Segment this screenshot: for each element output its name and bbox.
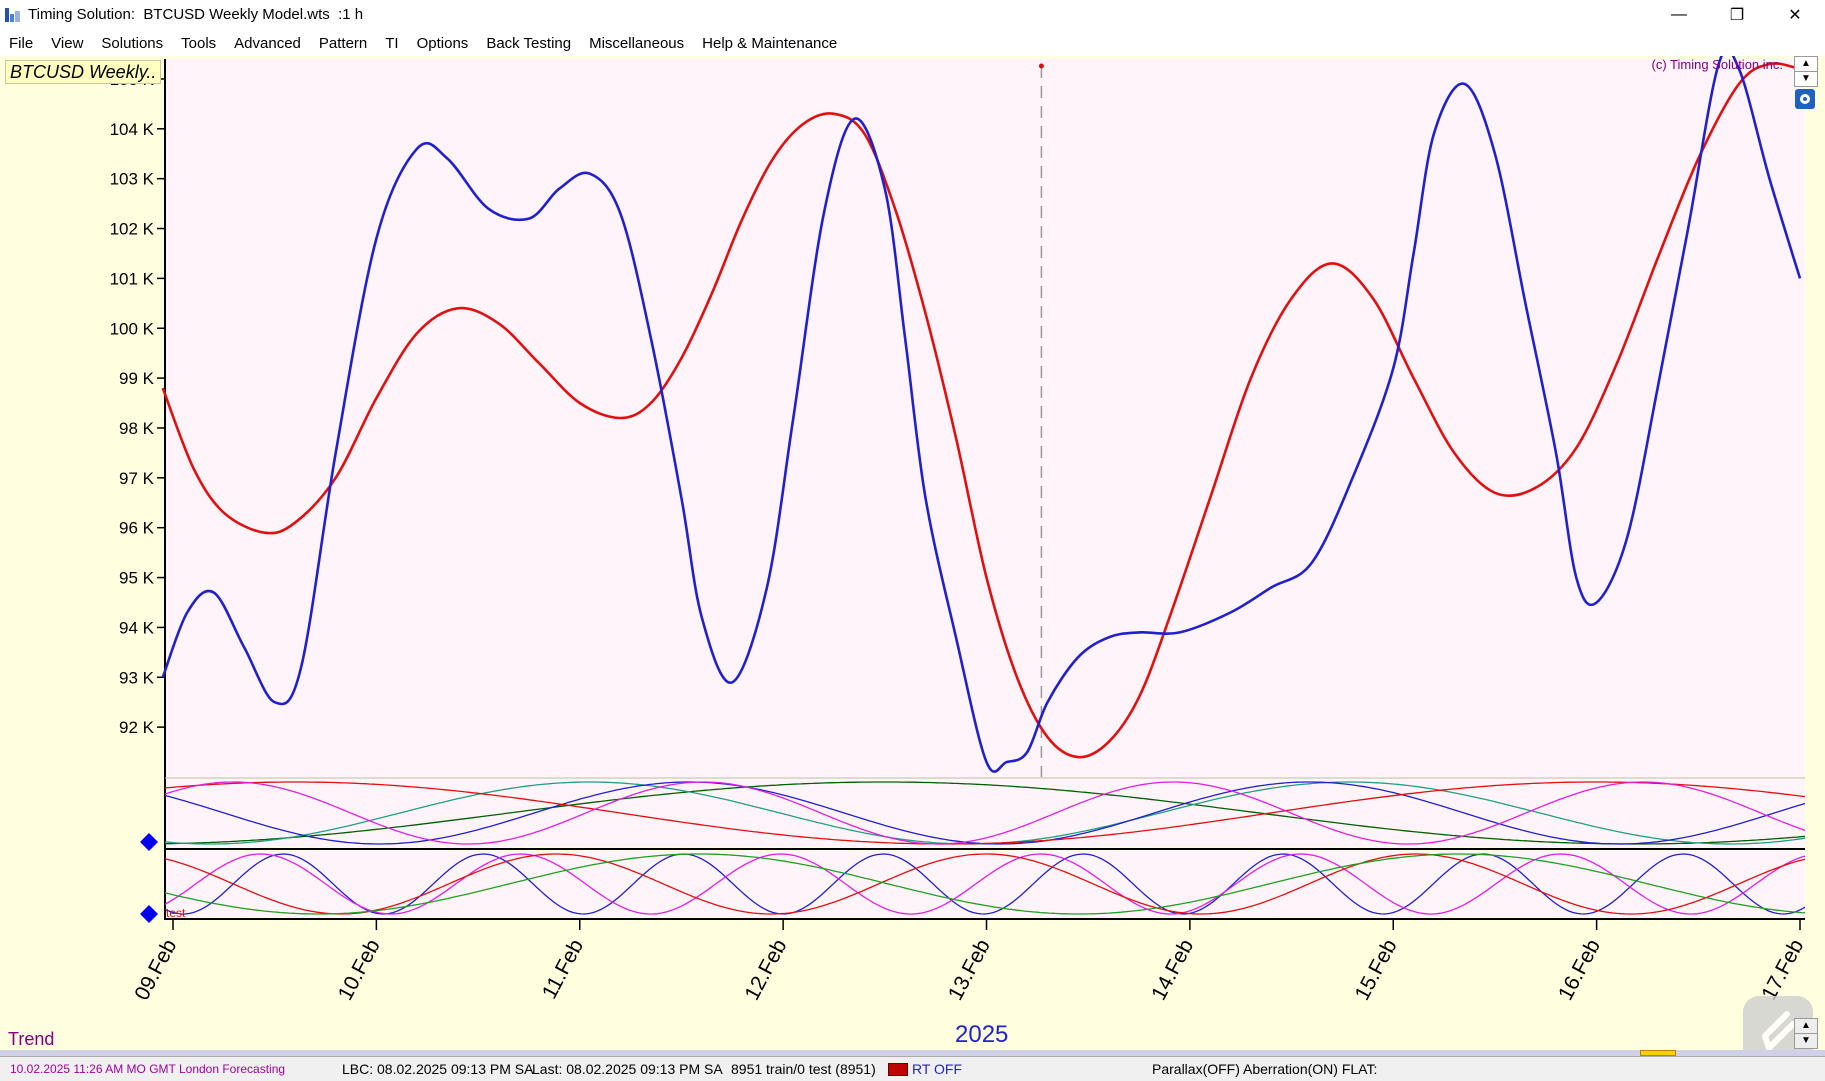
settings-icon[interactable] [1794, 88, 1816, 110]
test-marker-label: test [166, 906, 186, 920]
menu-tools[interactable]: Tools [181, 34, 217, 52]
x-tick-label: 13.Feb [944, 936, 995, 1005]
menu-pattern[interactable]: Pattern [318, 34, 368, 52]
status-rt[interactable]: RT OFF [912, 1061, 963, 1077]
y-tick-label: 99 K [119, 369, 155, 388]
y-tick-label: 94 K [119, 618, 155, 637]
price-panel-background [165, 59, 1805, 777]
chart-name-label[interactable]: BTCUSD Weekly.. [5, 60, 162, 84]
status-date: 10.02.2025 11:26 AM MO GMT London Foreca… [10, 1062, 286, 1076]
menu-file[interactable]: File [9, 34, 34, 52]
price-series-line [161, 56, 1802, 773]
x-axis-ticks: 09.Feb 10.Feb 11.Feb 12.Feb 13.Feb 14.Feb 15.F… [130, 919, 1808, 1004]
zoom-up-button[interactable]: ▲ [1794, 1018, 1818, 1034]
y-tick-label: 96 K [119, 519, 155, 538]
cycle-wave [164, 853, 1806, 915]
horizontal-scrollbar[interactable] [0, 1050, 1825, 1056]
zoom-down-button[interactable]: ▼ [1794, 1033, 1818, 1049]
cycle-waves-panel-2 [164, 853, 1806, 915]
y-axis-ticks: 92 K 93 K 94 K 95 K 96 K 97 K 98 K 99 K 100 K 101… [110, 70, 165, 737]
window-title: Timing Solution: BTCUSD Weekly Model.wts… [28, 6, 364, 23]
minimize-button[interactable]: — [1671, 6, 1687, 23]
current-time-marker [1038, 63, 1044, 69]
menu-solutions[interactable]: Solutions [101, 34, 164, 52]
scroll-up-button[interactable]: ▲ [1794, 56, 1818, 72]
menu-bar: File View Solutions Tools Advanced Patte… [0, 30, 1825, 56]
y-tick-label: 100 K [110, 319, 155, 338]
y-tick-label: 97 K [119, 469, 155, 488]
close-button[interactable]: ✕ [1788, 7, 1802, 24]
y-tick-label: 103 K [110, 170, 155, 189]
maximize-button[interactable]: ❐ [1729, 7, 1745, 24]
y-tick-label: 98 K [119, 419, 155, 438]
x-tick-label: 12.Feb [741, 936, 792, 1005]
y-tick-label: 102 K [110, 220, 155, 239]
x-tick-label: 15.Feb [1351, 936, 1402, 1005]
copyright-text: (c) Timing Solution inc. [1651, 57, 1784, 72]
cycle-wave [165, 781, 1806, 845]
y-tick-label: 93 K [119, 668, 155, 687]
scroll-down-button[interactable]: ▼ [1794, 71, 1818, 87]
status-train: 8951 train/0 test (8951) [731, 1061, 876, 1077]
cycles-panel-1-background [165, 779, 1805, 847]
menu-back-testing[interactable]: Back Testing [486, 34, 572, 52]
status-last: Last: 08.02.2025 09:13 PM SA [532, 1061, 723, 1077]
menu-options[interactable]: Options [416, 34, 469, 52]
y-tick-label: 104 K [110, 120, 155, 139]
x-tick-label: 16.Feb [1554, 936, 1605, 1005]
chart-area[interactable]: 92 K 93 K 94 K 95 K 96 K 97 K 98 K 99 K 100 K 101… [0, 56, 1825, 1066]
cycle-wave [164, 853, 1806, 915]
y-tick-label: 101 K [110, 269, 155, 288]
horizontal-scrollbar-thumb[interactable] [1640, 1050, 1676, 1056]
menu-ti[interactable]: TI [385, 34, 399, 52]
menu-view[interactable]: View [51, 34, 84, 52]
title-bar: Timing Solution: BTCUSD Weekly Model.wts… [0, 0, 1825, 30]
y-tick-label: 92 K [119, 718, 155, 737]
x-tick-label: 11.Feb [538, 936, 588, 1003]
x-tick-label: 14.Feb [1147, 936, 1198, 1005]
status-bar: 10.02.2025 11:26 AM MO GMT London Foreca… [0, 1056, 1825, 1081]
menu-advanced[interactable]: Advanced [234, 34, 301, 52]
panel-2-diamond-icon[interactable] [140, 905, 158, 923]
y-tick-label: 95 K [119, 569, 155, 588]
year-label: 2025 [955, 1021, 1009, 1048]
cycle-wave [164, 853, 1806, 915]
app-logo-icon [5, 8, 20, 22]
menu-help-maintenance[interactable]: Help & Maintenance [702, 34, 838, 52]
cycle-waves-panel-1 [164, 781, 1806, 845]
trend-label: Trend [8, 1029, 55, 1049]
rt-indicator-icon[interactable] [888, 1063, 908, 1076]
x-tick-label: 17.Feb [1757, 936, 1808, 1005]
panel-1-diamond-icon[interactable] [140, 833, 158, 851]
cycle-wave [164, 781, 1806, 845]
cycle-wave [164, 781, 1806, 845]
status-lbc: LBC: 08.02.2025 09:13 PM SA [342, 1061, 534, 1077]
x-tick-label: 10.Feb [334, 936, 385, 1005]
series-layer [161, 56, 1802, 777]
chart-canvas[interactable]: 92 K 93 K 94 K 95 K 96 K 97 K 98 K 99 K 100 K 101… [0, 56, 1825, 1056]
cycle-wave [164, 853, 1806, 915]
x-tick-label: 09.Feb [130, 936, 181, 1005]
menu-miscellaneous[interactable]: Miscellaneous [589, 34, 685, 52]
status-parallax: Parallax(OFF) Aberration(ON) FLAT: [1152, 1061, 1378, 1077]
cycles-panel-2-background [165, 851, 1805, 917]
forecast-series-line [161, 62, 1801, 759]
